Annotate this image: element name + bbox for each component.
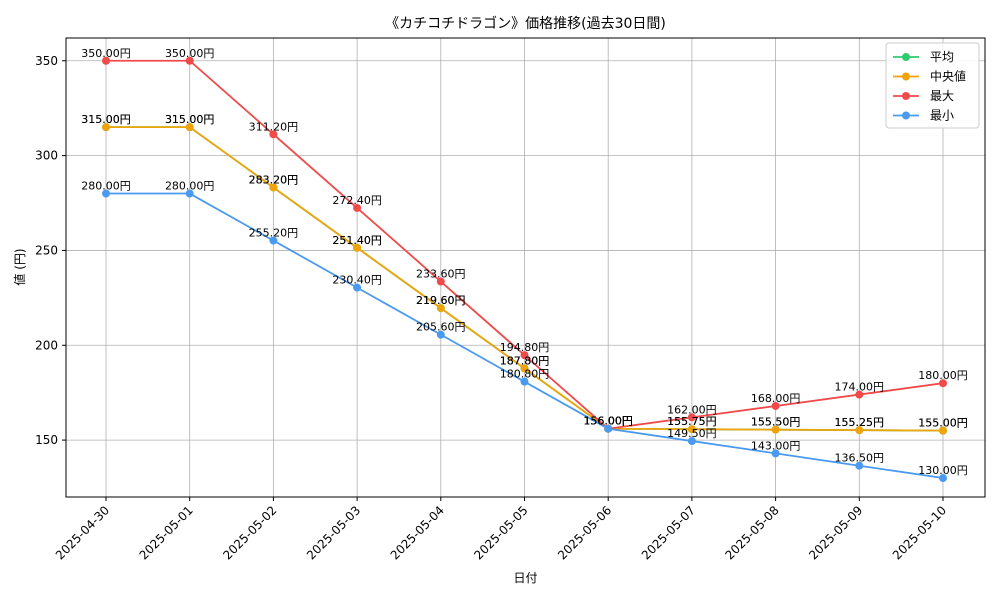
data-label: 156.00円 [583, 415, 633, 428]
data-point [520, 351, 529, 360]
data-labels: 315.00円 315.00円 283.20円 251.40円 219.60円 187.8… [81, 47, 968, 477]
chart-title: 《カチコチドラゴン》価格推移(過去30日間) [385, 15, 666, 32]
data-label: 155.00円 [918, 417, 968, 430]
data-point [687, 413, 696, 422]
data-label: 315.00円 [81, 113, 131, 126]
data-label: 130.00円 [918, 464, 968, 477]
data-label: 180.00円 [918, 369, 968, 382]
data-label: 194.80円 [500, 341, 550, 354]
data-label: 155.25円 [835, 416, 885, 429]
legend-marker [902, 72, 910, 81]
data-label: 311.20円 [249, 120, 299, 133]
data-label: 251.40円 [332, 234, 382, 247]
data-point [855, 461, 864, 470]
data-label: 255.20円 [249, 227, 299, 240]
data-label: 156.00円 [583, 415, 633, 428]
data-label: 168.00円 [751, 392, 801, 405]
data-label: 233.60円 [416, 268, 466, 281]
data-point [102, 189, 110, 198]
data-point [939, 426, 947, 435]
data-label: 155.50円 [751, 416, 801, 429]
data-point [353, 243, 362, 252]
data-point [436, 330, 445, 339]
y-tick-label: 300 [35, 149, 58, 163]
data-label: 180.80円 [500, 368, 550, 381]
data-point [436, 277, 445, 286]
series-lines [102, 56, 947, 483]
legend-label: 最大 [930, 89, 954, 103]
data-label: 280.00円 [165, 180, 215, 193]
data-label: 219.60円 [416, 294, 466, 307]
data-label: 315.00円 [165, 113, 215, 126]
data-label: 174.00円 [835, 381, 885, 394]
legend-label: 最小 [930, 109, 954, 123]
legend-marker [902, 111, 910, 120]
data-point [939, 474, 947, 483]
legend-marker [902, 92, 910, 100]
data-point [687, 425, 696, 434]
data-point [102, 56, 110, 65]
data-label: 187.80円 [500, 354, 550, 367]
data-label: 230.40円 [332, 274, 382, 287]
y-tick-label: 200 [35, 338, 58, 352]
y-tick-label: 250 [35, 243, 58, 257]
data-point [939, 379, 947, 388]
data-point [269, 236, 278, 245]
data-point [771, 449, 780, 458]
data-point [855, 390, 864, 399]
legend-marker [902, 53, 910, 61]
data-point [855, 426, 864, 435]
y-axis-title: 値 (円) [12, 248, 27, 285]
data-label: 149.50円 [667, 427, 717, 440]
y-tick-label: 150 [35, 433, 58, 447]
data-label: 162.00円 [667, 403, 717, 416]
data-label: 155.25円 [835, 416, 885, 429]
grid-lines [66, 38, 985, 497]
x-axis-title: 日付 [513, 571, 537, 585]
data-label: 156.00円 [583, 415, 633, 428]
data-label: 251.40円 [332, 234, 382, 247]
data-label: 272.40円 [332, 194, 382, 207]
data-label: 136.50円 [835, 452, 885, 465]
data-label: 187.80円 [500, 354, 550, 367]
data-point [520, 377, 529, 386]
plot-frame [65, 37, 986, 498]
data-point [520, 364, 529, 373]
data-point [185, 123, 194, 132]
data-point [771, 401, 780, 410]
data-label: 283.20円 [249, 173, 299, 186]
data-point [269, 130, 278, 139]
data-point [269, 183, 278, 192]
data-point [185, 189, 194, 198]
data-point [604, 424, 613, 433]
data-label: 205.60円 [416, 321, 466, 334]
data-label: 350.00円 [165, 47, 215, 60]
data-point [353, 283, 362, 292]
y-tick-label: 350 [35, 54, 58, 68]
legend-box [885, 42, 980, 129]
data-label: 280.00円 [81, 180, 131, 193]
data-label: 155.75円 [667, 415, 717, 428]
data-point [102, 123, 110, 132]
data-label: 219.60円 [416, 294, 466, 307]
data-label: 143.00円 [751, 439, 801, 452]
data-label: 350.00円 [81, 47, 131, 60]
legend-label: 中央値 [930, 69, 966, 84]
data-label: 283.20円 [249, 173, 299, 186]
data-label: 315.00円 [81, 113, 131, 126]
data-label: 155.75円 [667, 415, 717, 428]
data-point [353, 203, 362, 212]
data-label: 155.00円 [918, 417, 968, 430]
data-point [185, 56, 194, 65]
legend-label: 平均 [930, 50, 954, 64]
data-point [687, 437, 696, 446]
data-label: 156.00円 [583, 415, 633, 428]
data-point [771, 425, 780, 434]
data-label: 315.00円 [165, 113, 215, 126]
data-label: 155.50円 [751, 416, 801, 429]
data-point [436, 304, 445, 313]
